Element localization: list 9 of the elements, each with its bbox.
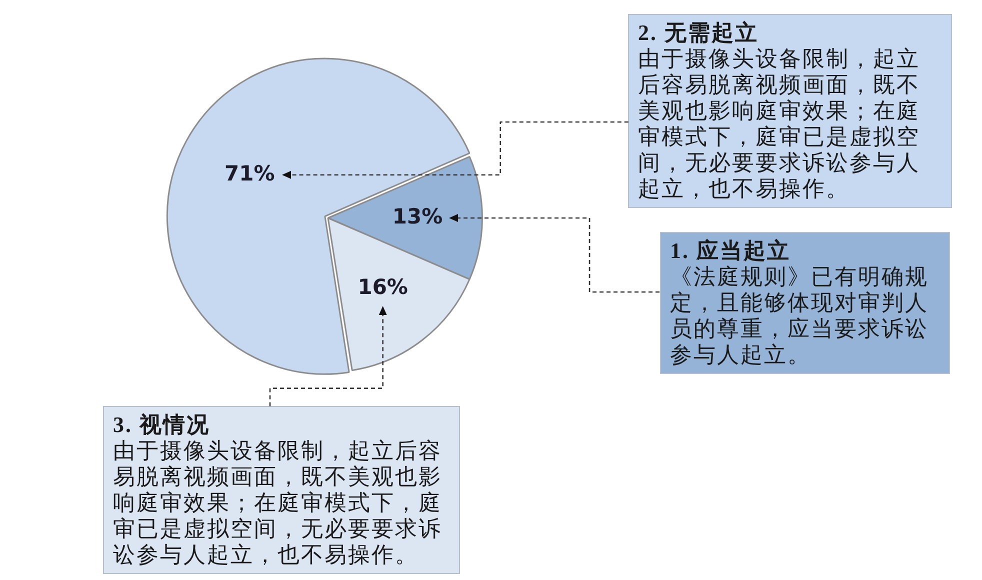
data-label: 16% bbox=[358, 275, 408, 300]
text: 1. 应当起立 bbox=[670, 238, 790, 263]
text: 由于摄像头设备限制，起立后容易脱离视频画面，既不美观也影响庭审效果；在庭审模式下，庭审已是虚拟空间，无必要要求诉讼参与人起立，也不易操作。 bbox=[113, 438, 443, 568]
data-label: 13% bbox=[392, 204, 443, 228]
text: 2. 无需起立 bbox=[638, 20, 758, 45]
data-label: 71% bbox=[224, 161, 275, 186]
text: 由于摄像头设备限制，起立后容易脱离视频画面，既不美观也影响庭审效果；在庭审模式下，庭审已是虚拟空间，无必要要求诉讼参与人起立，也不易操作。 bbox=[638, 46, 921, 202]
text: 3. 视情况 bbox=[113, 412, 210, 437]
text: 《法庭规则》已有明确规定，且能够体现对审判人员的尊重，应当要求诉讼参与人起立。 bbox=[670, 264, 930, 368]
